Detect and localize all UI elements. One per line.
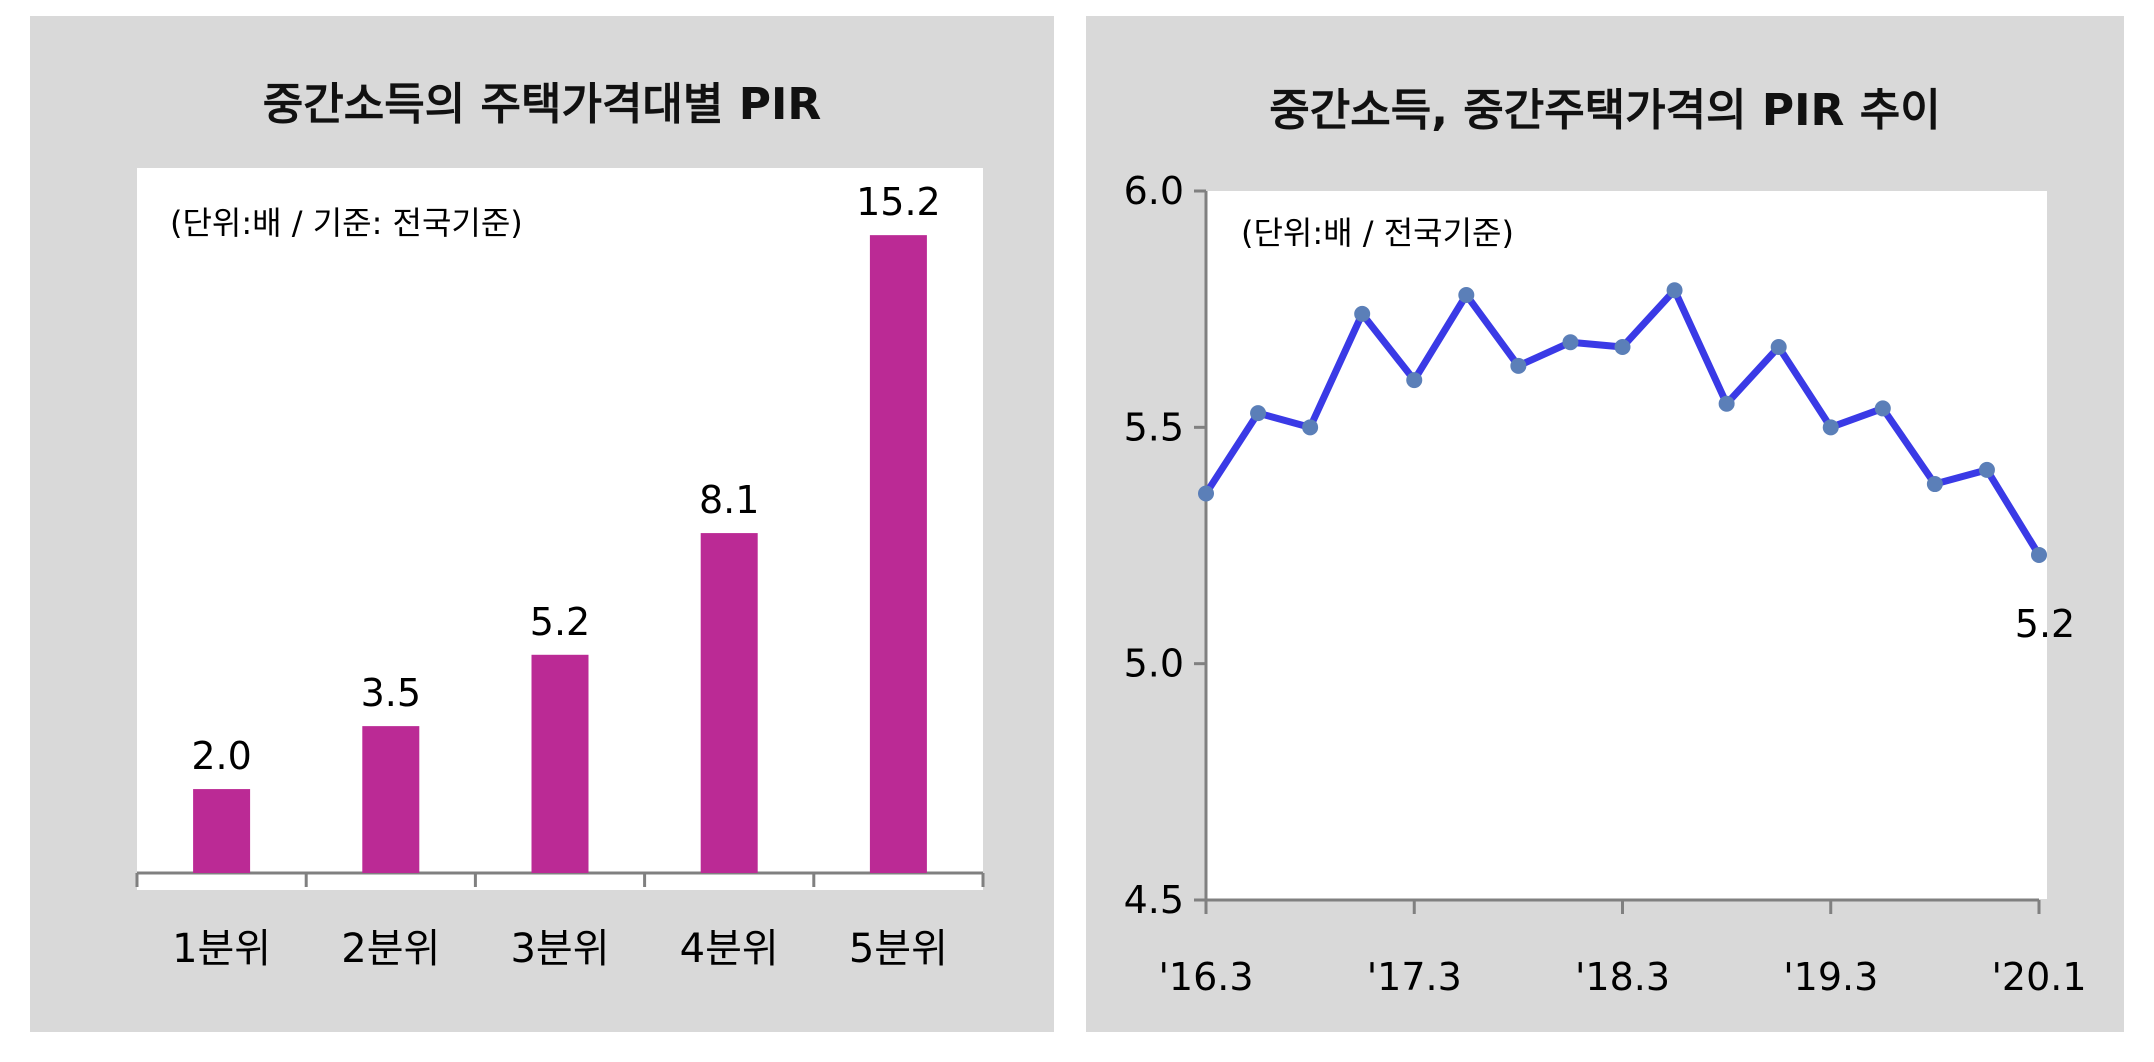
bar-value-label: 15.2: [856, 180, 941, 224]
bar: [531, 654, 589, 873]
bar-category-label: 3분위: [510, 926, 609, 972]
line-unit-note: (단위:배 / 전국기준): [1241, 214, 1514, 252]
pir-data-point: [1406, 372, 1423, 389]
line-y-tick-label: 4.5: [1124, 878, 1184, 922]
line-x-tick-label: '20.1: [1991, 955, 2086, 999]
bar-value-label: 2.0: [191, 734, 251, 778]
bar-category-label: 5분위: [849, 926, 948, 972]
pir-data-point: [1926, 476, 1943, 493]
bar: [193, 789, 251, 873]
pir-data-point: [1718, 395, 1735, 412]
pir-data-point: [1822, 419, 1839, 436]
pir-data-point: [1978, 461, 1995, 478]
bar-unit-note: (단위:배 / 기준: 전국기준): [170, 204, 523, 242]
pir-data-point: [1874, 400, 1891, 417]
line-x-tick-label: '19.3: [1783, 955, 1878, 999]
pir-data-point: [2031, 546, 2047, 563]
pir-data-point: [1510, 357, 1527, 374]
bar-category-label: 2분위: [341, 926, 440, 972]
pir-data-point: [1354, 305, 1371, 322]
pir-data-point: [1302, 419, 1319, 436]
line-plot-area: [1206, 191, 2047, 899]
bar-value-label: 3.5: [361, 671, 421, 715]
bar: [700, 533, 758, 873]
bar-category-label: 4분위: [680, 926, 779, 972]
line-y-tick-label: 6.0: [1124, 169, 1184, 213]
bar-chart-title: 중간소득의 주택가격대별 PIR: [262, 79, 822, 130]
bar-chart-panel: 중간소득의 주택가격대별 PIR (단위:배 / 기준: 전국기준) 2.0 1분…: [30, 16, 1054, 1032]
line-y-tick-label: 5.0: [1124, 642, 1184, 686]
line-chart-panel: 중간소득, 중간주택가격의 PIR 추이 (단위:배 / 전국기준) 4.5 5.…: [1086, 16, 2124, 1032]
line-chart-title: 중간소득, 중간주택가격의 PIR 추이: [1269, 85, 1941, 136]
line-chart-svg: (단위:배 / 전국기준) 4.5 5.0 5.5 6.0 '16.3 '17.3 '18.…: [1124, 169, 2087, 999]
line-x-tick-label: '18.3: [1575, 955, 1670, 999]
bar: [362, 726, 420, 873]
bar-value-label: 5.2: [530, 600, 590, 644]
pir-data-point: [1770, 338, 1787, 355]
pir-data-point: [1250, 405, 1267, 422]
line-end-label: 5.2: [2015, 602, 2075, 646]
bar-value-label: 8.1: [699, 478, 759, 522]
pir-data-point: [1614, 338, 1631, 355]
pir-data-point: [1562, 334, 1579, 351]
bar-chart-svg: (단위:배 / 기준: 전국기준) 2.0 1분위 3.5 2분위 5.2 3분위 8.1 4…: [135, 168, 985, 972]
pir-data-point: [1198, 485, 1214, 502]
bar: [869, 235, 927, 874]
line-y-tick-label: 5.5: [1124, 405, 1184, 449]
line-x-tick-label: '16.3: [1158, 955, 1253, 999]
pir-data-point: [1666, 282, 1683, 299]
pir-data-point: [1458, 286, 1475, 303]
line-x-tick-label: '17.3: [1367, 955, 1462, 999]
bar-category-label: 1분위: [172, 926, 271, 972]
